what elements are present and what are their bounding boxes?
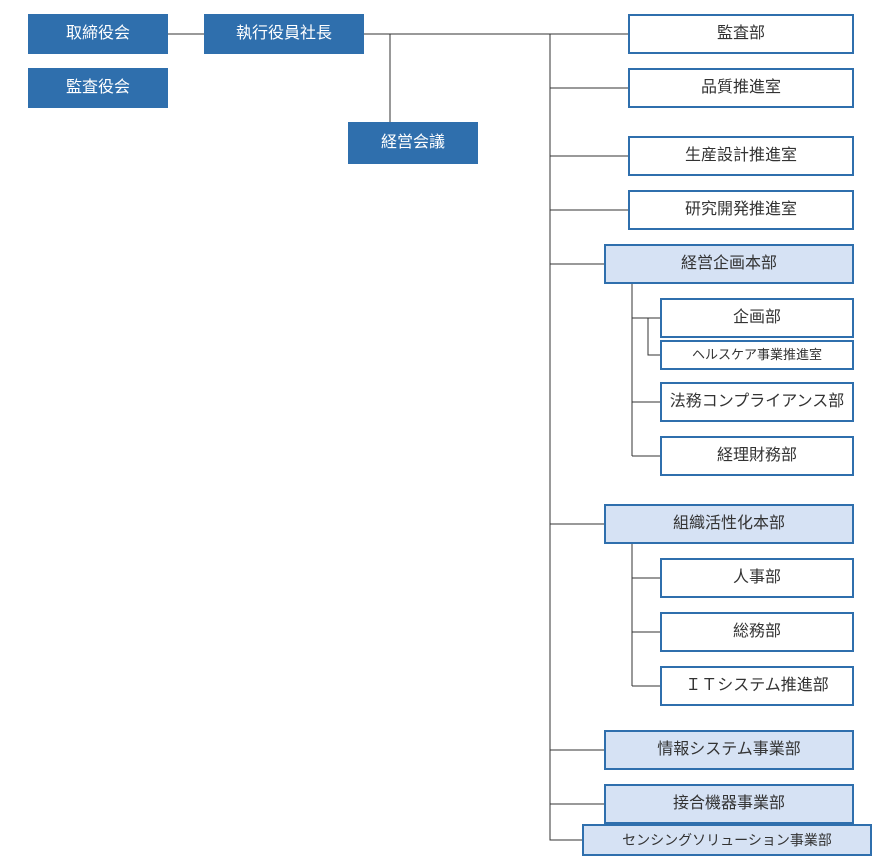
org-node-legal: 法務コンプライアンス部 [660,382,854,422]
org-node-auditors: 監査役会 [28,68,168,108]
org-node-hr: 人事部 [660,558,854,598]
org-node-finance: 経理財務部 [660,436,854,476]
org-node-sensing: センシングソリューション事業部 [582,824,872,856]
org-node-prod: 生産設計推進室 [628,136,854,176]
org-node-soumu: 総務部 [660,612,854,652]
org-node-president: 執行役員社長 [204,14,364,54]
org-node-joho: 情報システム事業部 [604,730,854,770]
org-node-audit: 監査部 [628,14,854,54]
org-node-board: 取締役会 [28,14,168,54]
org-node-soshiki_hq: 組織活性化本部 [604,504,854,544]
org-node-mgmt: 経営会議 [348,122,478,164]
org-node-rnd: 研究開発推進室 [628,190,854,230]
org-node-it: ＩＴシステム推進部 [660,666,854,706]
org-node-keiei_hq: 経営企画本部 [604,244,854,284]
org-node-kikaku: 企画部 [660,298,854,338]
org-node-health: ヘルスケア事業推進室 [660,340,854,370]
org-node-quality: 品質推進室 [628,68,854,108]
org-node-setsugo: 接合機器事業部 [604,784,854,824]
